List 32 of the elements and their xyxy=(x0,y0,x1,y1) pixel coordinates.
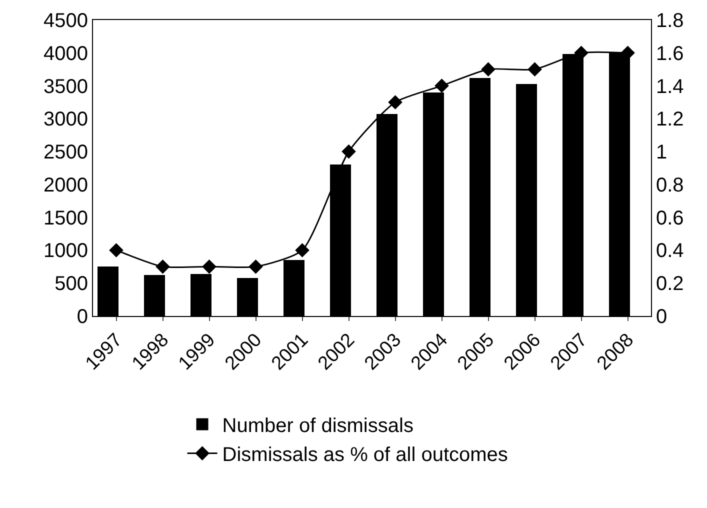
y-tick-label: 1000 xyxy=(44,240,88,262)
y2-tick-label: 0.2 xyxy=(656,273,684,296)
point xyxy=(388,95,402,110)
point xyxy=(295,243,310,258)
y2-tick-label: 1 xyxy=(656,142,668,164)
point xyxy=(434,78,449,93)
y-tick-label: 500 xyxy=(54,273,88,296)
y2-tick-label: 0 xyxy=(656,306,668,328)
y-tick-label: 2500 xyxy=(44,142,88,164)
y-tick-label: 3500 xyxy=(44,76,88,98)
point xyxy=(109,243,124,258)
y-tick-label: 3000 xyxy=(44,108,88,131)
point xyxy=(342,144,356,159)
y-tick-label: 0 xyxy=(76,306,88,328)
legend-label: Dismissals as % of all outcomes xyxy=(222,444,508,466)
y-tick-label: 4500 xyxy=(44,10,88,32)
y-tick-label: 2000 xyxy=(44,174,88,196)
y2-tick-label: 0.6 xyxy=(656,207,684,230)
y2-tick-label: 0.8 xyxy=(656,174,684,196)
y2-tick-label: 1.8 xyxy=(656,10,684,32)
point xyxy=(528,62,542,76)
point xyxy=(248,260,263,274)
point xyxy=(481,62,496,76)
y-tick-label: 4000 xyxy=(44,42,88,65)
y-tick-label: 1500 xyxy=(44,207,88,230)
y2-tick-label: 1.6 xyxy=(656,42,684,65)
y2-tick-label: 1.2 xyxy=(656,108,684,131)
y2-tick-label: 0.4 xyxy=(656,240,684,262)
legend-label: Number of dismissals xyxy=(222,415,414,438)
point xyxy=(202,260,216,274)
point xyxy=(156,260,170,274)
y2-tick-label: 1.4 xyxy=(656,76,684,98)
